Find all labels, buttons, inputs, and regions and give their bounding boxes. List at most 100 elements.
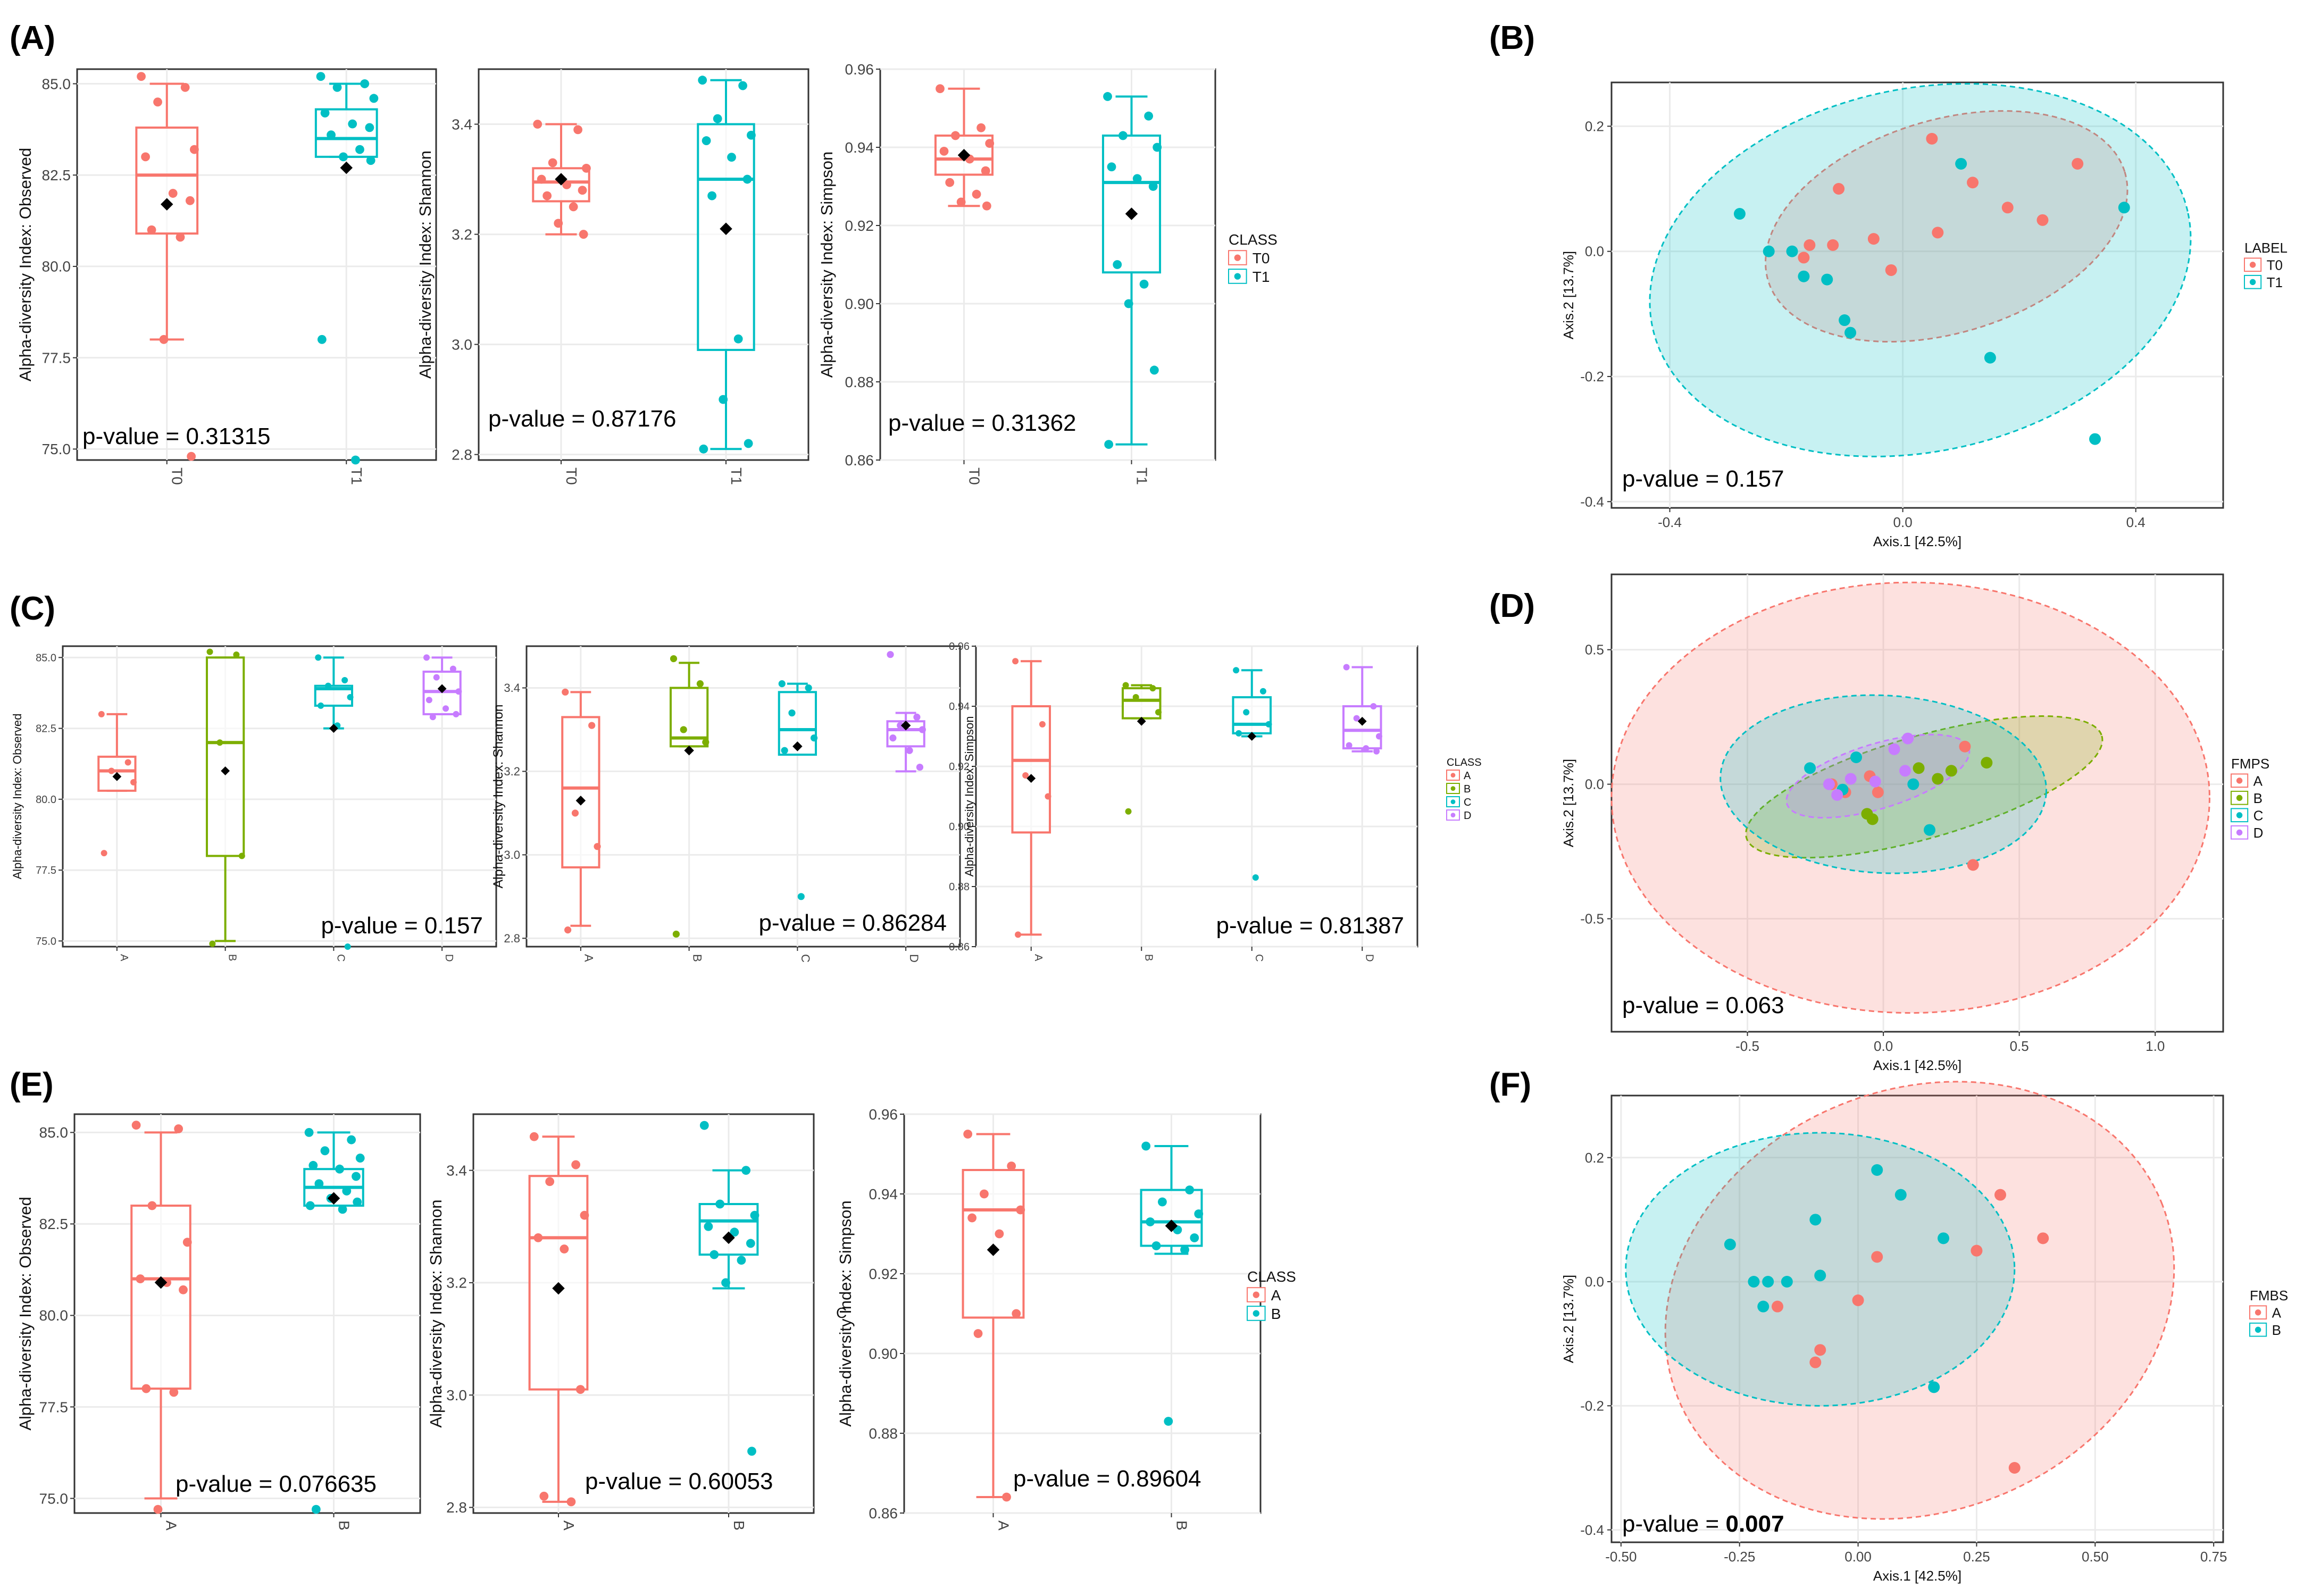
point-D	[1831, 789, 1843, 801]
box-B	[1140, 1141, 1204, 1426]
y-tick-label: 0.88	[845, 374, 874, 390]
data-point	[338, 1205, 347, 1214]
data-point	[1151, 1241, 1161, 1250]
point-T1	[2089, 433, 2101, 445]
data-point	[747, 1447, 756, 1456]
x-tick-label: 1.0	[2146, 1038, 2165, 1054]
p-value-bold: 0.007	[1725, 1511, 1784, 1537]
data-point	[539, 1491, 549, 1501]
x-tick-label: D	[1363, 954, 1375, 962]
box-D	[422, 654, 462, 721]
point-T0	[1798, 252, 1810, 264]
data-point	[1158, 1197, 1167, 1207]
data-point	[1132, 694, 1139, 701]
data-point	[206, 648, 213, 655]
y-tick-label: -0.2	[1580, 1398, 1604, 1414]
point-T1	[1821, 273, 1833, 286]
legend-dot	[1450, 813, 1456, 817]
y-tick-label: 0.86	[949, 941, 970, 953]
data-point	[1132, 174, 1142, 183]
data-point	[1107, 162, 1116, 172]
ellipse-T1	[1649, 82, 2192, 457]
point-T0	[1932, 227, 1944, 239]
data-point	[305, 1201, 315, 1210]
data-point	[449, 665, 456, 672]
data-point	[919, 726, 926, 733]
y-tick-label: 0.0	[1585, 244, 1604, 260]
legend-item: C	[1464, 797, 1471, 808]
panel-label: (F)	[1489, 1066, 1531, 1103]
box-T0	[135, 72, 199, 461]
data-point	[187, 452, 196, 461]
box-C	[778, 680, 818, 900]
box-B	[303, 1128, 365, 1514]
data-point	[1194, 1209, 1204, 1218]
point-B	[1938, 1232, 1950, 1244]
point-T1	[1798, 270, 1810, 282]
mean-marker	[792, 741, 803, 751]
y-tick-label: 0.96	[869, 1106, 898, 1123]
x-tick-label: -0.5	[1735, 1038, 1759, 1054]
data-point	[425, 697, 432, 704]
point-C	[1850, 751, 1862, 763]
legend-dot	[1253, 1310, 1259, 1317]
data-point	[727, 153, 736, 162]
box-iqr	[1232, 696, 1272, 734]
point-B	[1866, 813, 1879, 825]
point-C	[1924, 824, 1935, 836]
box-iqr	[697, 123, 755, 351]
data-point	[976, 123, 986, 132]
chart-E1: 75.0 77.5 80.0 82.5 85.0 A B Alpha-diversity In…	[16, 1113, 421, 1531]
data-point	[575, 1385, 585, 1394]
p-value-label: p-value = 0.063	[1622, 992, 1784, 1018]
legend-item: A	[2253, 773, 2263, 789]
x-tick-label: D	[907, 954, 921, 963]
y-tick-label: 2.8	[452, 446, 472, 463]
chart-D: -0.5 0.0 0.5 1.0 -0.5 0.0 0.5 Axis.1 [42.5%] Axi…	[1560, 573, 2224, 1073]
ellipse-A	[1610, 581, 2210, 1014]
data-point	[137, 72, 146, 81]
data-point	[951, 131, 960, 140]
data-point	[560, 1244, 569, 1254]
mean-marker	[1247, 732, 1257, 741]
point-C	[1907, 778, 1919, 790]
point-B	[1748, 1276, 1760, 1288]
mean-marker	[1165, 1219, 1178, 1232]
data-point	[1265, 721, 1272, 728]
data-point	[429, 714, 436, 721]
data-point	[699, 444, 708, 454]
data-point	[738, 81, 748, 90]
x-tick-label: A	[995, 1520, 1012, 1531]
legend-dot	[2236, 795, 2243, 801]
point-B	[1913, 762, 1925, 774]
mean-marker	[720, 222, 732, 235]
legend-item: B	[1464, 783, 1471, 795]
data-point	[554, 219, 563, 228]
p-value-label: p-value = 0.076635	[176, 1471, 377, 1497]
plot-frame	[879, 68, 1216, 461]
mean-marker	[340, 161, 353, 174]
data-point	[973, 1329, 983, 1338]
data-point	[972, 189, 981, 199]
data-point	[209, 940, 216, 947]
legend-dot	[2236, 778, 2243, 784]
data-point	[1190, 1233, 1199, 1242]
data-point	[573, 125, 583, 135]
data-point	[1363, 745, 1370, 752]
data-point	[698, 76, 707, 85]
legend-title: CLASS	[1247, 1268, 1296, 1285]
box-B	[669, 655, 709, 938]
data-point	[1149, 685, 1156, 692]
mean-marker	[555, 173, 567, 186]
data-point	[1233, 667, 1240, 674]
y-tick-label: 3.4	[452, 116, 472, 132]
data-point	[709, 1250, 719, 1259]
box-T0	[934, 84, 995, 211]
data-point	[982, 201, 991, 211]
x-tick-label: T0	[563, 467, 580, 485]
point-C	[1804, 762, 1816, 774]
x-tick-label: B	[1173, 1520, 1190, 1531]
x-tick-label: -0.25	[1724, 1549, 1755, 1565]
data-point	[672, 930, 680, 938]
